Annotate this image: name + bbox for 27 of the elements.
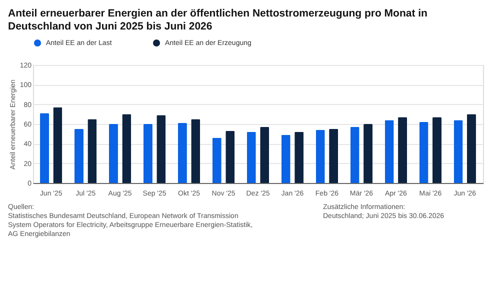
bar (294, 132, 304, 183)
bar (454, 120, 463, 183)
bar (53, 107, 62, 183)
bar (350, 126, 360, 183)
bar (316, 130, 325, 183)
bar (281, 134, 290, 183)
bar (212, 138, 222, 183)
chart-title: Anteil erneuerbarer Energien an der öffentlichen Nettostromerzeugung pro Monat in Deutschland von Juni 2025 bis Juni 2026 (8, 8, 428, 32)
bar (432, 117, 442, 183)
bar (246, 132, 256, 183)
bar (398, 117, 408, 183)
bar (384, 120, 394, 183)
bar (329, 128, 338, 183)
bar (88, 119, 97, 183)
bar (364, 124, 373, 183)
bar (260, 126, 270, 183)
bar (108, 124, 118, 183)
bar (178, 123, 187, 183)
bar (419, 122, 428, 183)
bar (466, 114, 476, 183)
bar (191, 119, 200, 183)
bar (226, 130, 235, 183)
bar (156, 115, 166, 183)
bar (143, 124, 152, 183)
bar (74, 128, 84, 183)
bar (122, 114, 132, 183)
bar (40, 113, 50, 183)
